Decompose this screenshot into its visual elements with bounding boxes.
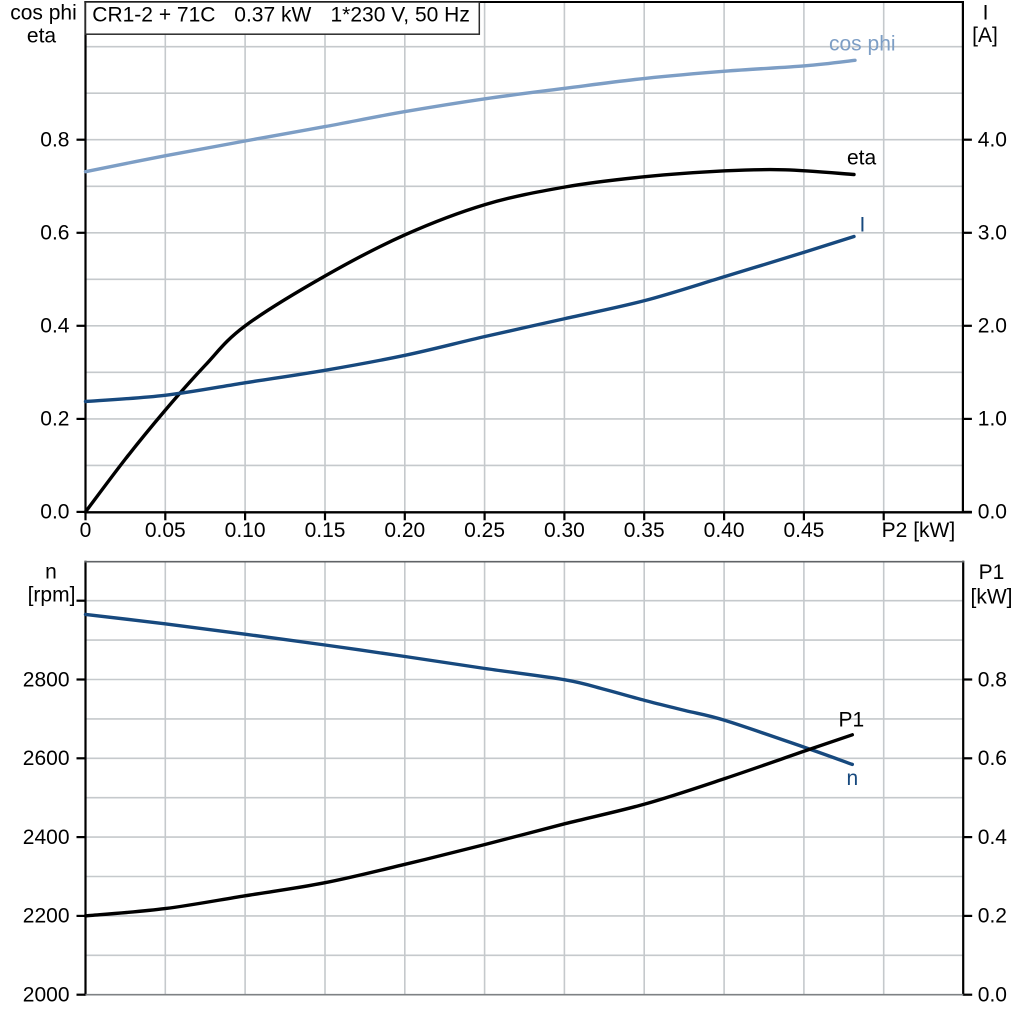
svg-text:CR1-2 + 71C: CR1-2 + 71C	[92, 3, 215, 26]
svg-text:0.05: 0.05	[145, 519, 186, 542]
svg-text:0.10: 0.10	[225, 519, 266, 542]
svg-text:I: I	[983, 1, 989, 24]
svg-text:[kW]: [kW]	[971, 585, 1013, 608]
svg-text:P2 [kW]: P2 [kW]	[882, 519, 956, 542]
svg-text:1*230 V, 50 Hz: 1*230 V, 50 Hz	[331, 3, 470, 26]
svg-text:0.6: 0.6	[40, 222, 69, 245]
svg-text:2000: 2000	[23, 984, 70, 1007]
svg-text:0.0: 0.0	[40, 501, 69, 524]
svg-text:2800: 2800	[23, 668, 70, 691]
svg-text:n: n	[45, 561, 57, 584]
svg-text:0.20: 0.20	[384, 519, 425, 542]
svg-text:2600: 2600	[23, 747, 70, 770]
svg-text:eta: eta	[27, 25, 57, 48]
svg-text:0.35: 0.35	[624, 519, 665, 542]
svg-text:eta: eta	[847, 147, 877, 170]
svg-text:0.4: 0.4	[40, 315, 70, 338]
svg-text:0.2: 0.2	[978, 905, 1007, 928]
svg-text:0.4: 0.4	[978, 826, 1008, 849]
svg-text:0.2: 0.2	[40, 408, 69, 431]
svg-text:0.6: 0.6	[978, 747, 1007, 770]
svg-text:cos phi: cos phi	[10, 1, 77, 24]
svg-text:1.0: 1.0	[978, 408, 1007, 431]
svg-text:2.0: 2.0	[978, 315, 1007, 338]
svg-text:0.37 kW: 0.37 kW	[234, 3, 311, 26]
svg-text:0.0: 0.0	[978, 501, 1007, 524]
svg-text:cos phi: cos phi	[829, 33, 896, 56]
svg-text:0.45: 0.45	[783, 519, 824, 542]
svg-text:4.0: 4.0	[978, 129, 1007, 152]
svg-text:n: n	[847, 767, 859, 790]
svg-text:P1: P1	[979, 561, 1005, 584]
svg-text:2400: 2400	[23, 826, 70, 849]
svg-text:0.0: 0.0	[978, 984, 1007, 1007]
svg-text:I: I	[860, 214, 866, 237]
svg-text:0.8: 0.8	[978, 668, 1007, 691]
svg-text:[A]: [A]	[972, 24, 998, 47]
svg-text:0.40: 0.40	[704, 519, 745, 542]
svg-text:0.15: 0.15	[305, 519, 346, 542]
svg-text:3.0: 3.0	[978, 222, 1007, 245]
svg-text:0.25: 0.25	[464, 519, 505, 542]
svg-text:0.8: 0.8	[40, 129, 69, 152]
svg-text:P1: P1	[839, 709, 865, 732]
svg-text:2200: 2200	[23, 905, 70, 928]
svg-text:0.30: 0.30	[544, 519, 585, 542]
svg-text:0: 0	[80, 519, 92, 542]
svg-text:[rpm]: [rpm]	[28, 584, 76, 607]
